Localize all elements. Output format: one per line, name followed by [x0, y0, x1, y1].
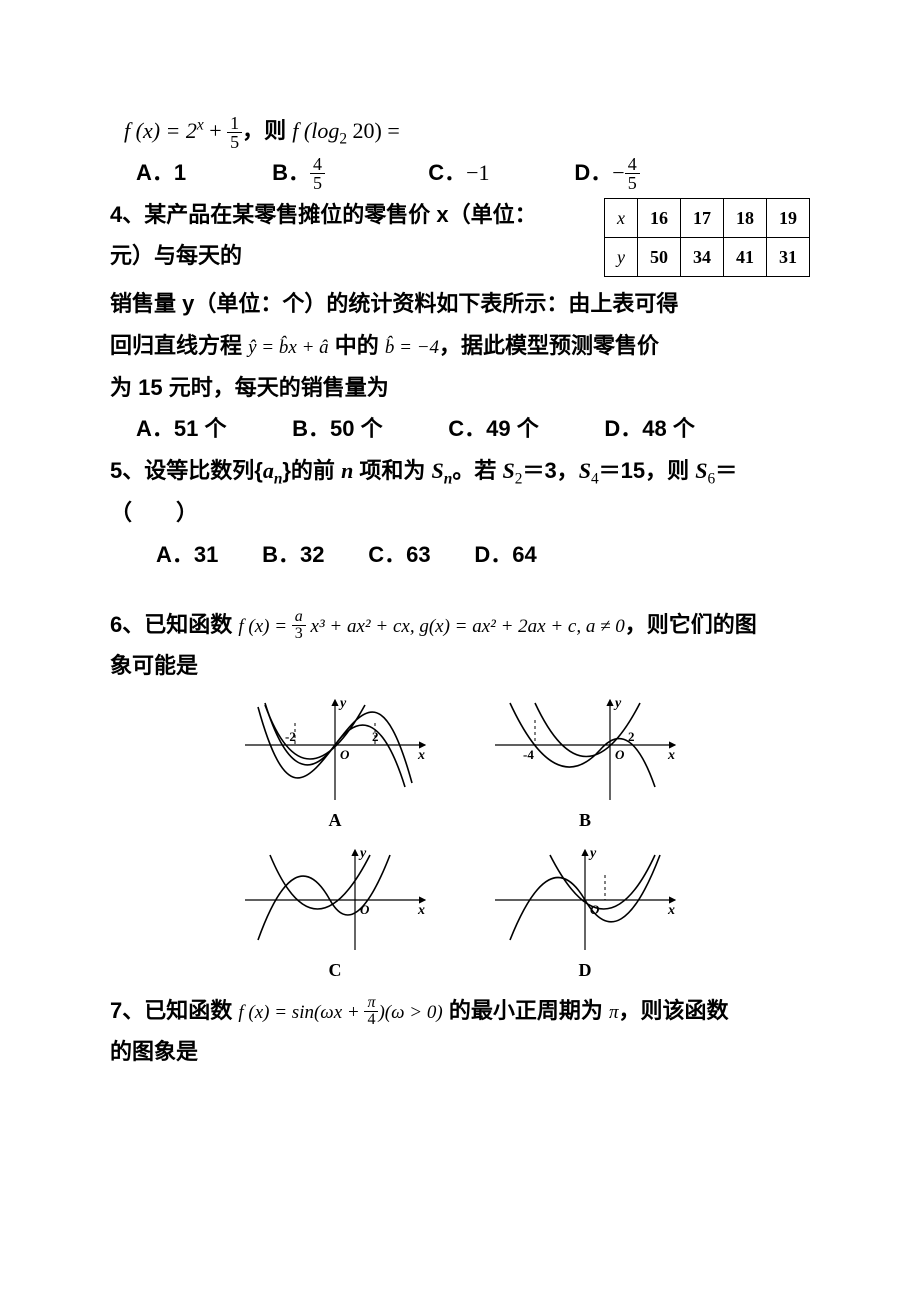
- table-row: x 16 17 18 19: [605, 198, 810, 237]
- svg-text:y: y: [338, 696, 347, 711]
- q6-label-b: B: [490, 803, 680, 837]
- svg-text:x: x: [667, 748, 675, 763]
- q5-opt-d: D．64: [474, 534, 536, 576]
- q3-fx: f (x) = 2: [124, 118, 197, 143]
- q5-line1: 5、设等比数列{an}的前 n 项和为 Sn。若 S2＝3，S4＝15，则 S6…: [110, 450, 810, 492]
- q4-opt-c: C．49 个: [448, 408, 598, 450]
- svg-text:O: O: [615, 747, 625, 762]
- q6: 6、已知函数 f (x) = a3 x³ + ax² + cx, g(x) = …: [110, 604, 810, 988]
- svg-text:O: O: [340, 747, 350, 762]
- q4-line4: 回归直线方程 ŷ = b̂x + â 中的 b̂ = −4，据此模型预测零售价: [110, 325, 810, 367]
- q3-opt-a: A．1: [136, 152, 266, 194]
- svg-text:x: x: [667, 903, 675, 918]
- q3-frac1: 15: [227, 114, 242, 151]
- q3-opt-b: B．45: [272, 152, 422, 194]
- q5-line2: （ ）: [110, 492, 810, 534]
- table-row: y 50 34 41 31: [605, 237, 810, 276]
- svg-text:y: y: [588, 846, 597, 861]
- q6-charts-row2: y x O C y x O: [110, 845, 810, 987]
- q6-chart-c: y x O C: [240, 845, 430, 987]
- q3-logbase: 2: [339, 130, 347, 147]
- q3-logarg: 20) =: [347, 118, 400, 143]
- q6-charts-row1: y x O -2: [110, 695, 810, 837]
- q6-label-d: D: [490, 953, 680, 987]
- q3-opt-c: C．−1: [428, 152, 568, 194]
- q3-options: A．1 B．45 C．−1 D．−45: [136, 152, 810, 194]
- q5-opt-a: A．31: [156, 534, 256, 576]
- q7-line1: 7、已知函数 f (x) = sin(ωx + π4)(ω > 0) 的最小正周…: [110, 990, 810, 1032]
- q5-options: A．31 B．32 C．63 D．64: [156, 534, 810, 576]
- q4-line5: 为 15 元时，每天的销售量为: [110, 367, 810, 409]
- svg-text:-4: -4: [523, 747, 534, 762]
- page: f (x) = 2x + 15，则 f (log2 20) = A．1 B．45…: [0, 0, 920, 1133]
- svg-text:2: 2: [372, 729, 379, 744]
- q7: 7、已知函数 f (x) = sin(ωx + π4)(ω > 0) 的最小正周…: [110, 990, 810, 1074]
- q3-opt-d: D．−45: [574, 152, 639, 194]
- q4-opt-d: D．48 个: [604, 408, 694, 450]
- q6-line1: 6、已知函数 f (x) = a3 x³ + ax² + cx, g(x) = …: [110, 604, 810, 646]
- q7-line2: 的图象是: [110, 1031, 810, 1073]
- q6-chart-b: y x O -4 2 B: [490, 695, 680, 837]
- spacer: [110, 576, 810, 604]
- svg-text:-2: -2: [285, 729, 296, 744]
- q6-line2: 象可能是: [110, 645, 810, 687]
- q4-table: x 16 17 18 19 y 50 34 41 31: [604, 198, 810, 277]
- q6-label-c: C: [240, 953, 430, 987]
- svg-text:x: x: [417, 903, 425, 918]
- q4-line3: 销售量 y（单位：个）的统计资料如下表所示：由上表可得: [110, 283, 810, 325]
- svg-text:y: y: [358, 846, 367, 861]
- q5: 5、设等比数列{an}的前 n 项和为 Sn。若 S2＝3，S4＝15，则 S6…: [110, 450, 810, 575]
- svg-text:y: y: [613, 696, 622, 711]
- q3-equation-line: f (x) = 2x + 15，则 f (log2 20) =: [124, 110, 810, 152]
- q5-opt-c: C．63: [368, 534, 468, 576]
- q6-chart-d: y x O D: [490, 845, 680, 987]
- q3-plus: +: [204, 118, 227, 143]
- q6-chart-a: y x O -2: [240, 695, 430, 837]
- q4-opt-a: A．51 个: [136, 408, 286, 450]
- q3-exp: x: [197, 117, 204, 134]
- q4: x 16 17 18 19 y 50 34 41 31 4、某产品在某零售摊位的…: [110, 194, 810, 451]
- q3-rhs-f: f (log: [292, 118, 339, 143]
- svg-text:2: 2: [628, 729, 635, 744]
- q4-options: A．51 个 B．50 个 C．49 个 D．48 个: [136, 408, 810, 450]
- q3-mid: ，则: [242, 118, 292, 143]
- svg-text:x: x: [417, 748, 425, 763]
- q5-opt-b: B．32: [262, 534, 362, 576]
- q4-opt-b: B．50 个: [292, 408, 442, 450]
- q6-label-a: A: [240, 803, 430, 837]
